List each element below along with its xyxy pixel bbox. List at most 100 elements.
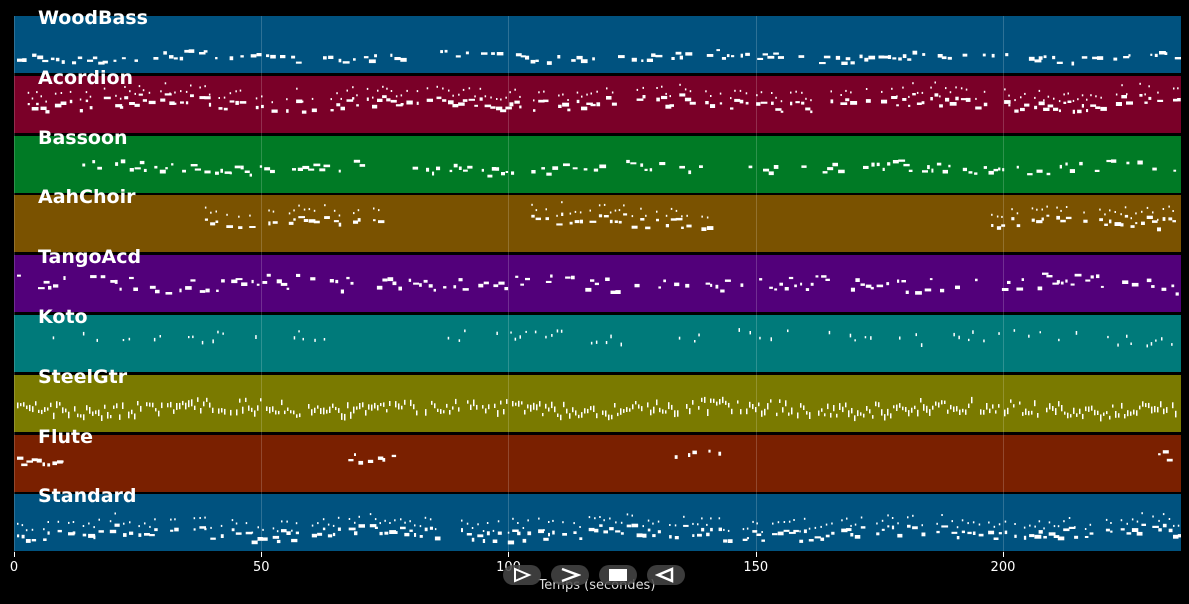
note <box>1148 85 1150 88</box>
note <box>584 408 586 414</box>
note <box>510 331 512 334</box>
track-aahchoir[interactable] <box>14 195 1181 252</box>
note <box>752 530 758 533</box>
note <box>705 101 709 105</box>
track-bassoon[interactable] <box>14 136 1181 193</box>
note <box>580 59 588 64</box>
note <box>423 279 428 283</box>
note <box>671 404 673 410</box>
note <box>631 215 634 218</box>
track-flute[interactable] <box>14 435 1181 492</box>
note <box>95 410 97 415</box>
stop-button[interactable] <box>599 565 637 585</box>
note <box>174 518 176 521</box>
note <box>313 220 320 224</box>
note <box>515 53 522 57</box>
note <box>567 108 571 112</box>
track-standard[interactable] <box>14 494 1181 551</box>
note <box>1031 410 1033 415</box>
track-acordion[interactable] <box>14 76 1181 133</box>
note <box>429 518 432 521</box>
note <box>965 88 968 91</box>
note <box>241 282 248 286</box>
note <box>916 102 922 105</box>
note <box>281 399 283 406</box>
note <box>1022 412 1024 416</box>
note <box>482 530 485 532</box>
note <box>788 412 790 416</box>
note <box>179 288 182 293</box>
forward-button[interactable] <box>551 565 589 585</box>
note <box>780 110 784 113</box>
note <box>220 168 223 173</box>
note <box>101 415 103 421</box>
note <box>562 533 567 536</box>
note <box>1141 512 1143 515</box>
note <box>41 409 43 415</box>
note <box>810 99 812 102</box>
note <box>596 90 598 93</box>
note <box>1052 406 1054 411</box>
x-tick-mark <box>1002 552 1004 557</box>
rewind-button[interactable] <box>647 565 685 585</box>
note <box>772 522 774 525</box>
note <box>37 55 44 60</box>
note <box>830 99 834 104</box>
note <box>146 402 148 407</box>
note <box>394 519 396 522</box>
note <box>519 105 522 109</box>
note <box>138 525 140 528</box>
note-pattern <box>17 396 1177 422</box>
note <box>846 528 852 532</box>
note <box>603 215 609 218</box>
note <box>631 523 639 528</box>
play-button[interactable] <box>503 565 541 585</box>
note <box>845 98 850 102</box>
note <box>144 522 146 525</box>
note <box>308 208 311 211</box>
note <box>718 517 721 520</box>
note <box>1155 339 1157 342</box>
note <box>429 526 433 530</box>
note <box>1043 99 1045 102</box>
note <box>496 106 503 111</box>
note <box>517 522 519 524</box>
track-woodbass[interactable] <box>14 16 1181 73</box>
track-tangoacd[interactable] <box>14 255 1181 312</box>
note <box>689 90 692 93</box>
note <box>882 167 885 171</box>
note <box>688 453 691 457</box>
note <box>72 61 77 65</box>
note <box>525 277 530 281</box>
note <box>447 336 450 340</box>
note <box>461 528 463 533</box>
note <box>543 90 545 93</box>
note <box>251 540 258 545</box>
note <box>525 330 527 333</box>
note <box>414 533 417 537</box>
note <box>854 339 856 342</box>
note <box>340 289 344 294</box>
note <box>1034 534 1042 539</box>
note <box>42 59 49 63</box>
note <box>431 400 433 405</box>
note <box>184 49 190 53</box>
note <box>725 400 727 405</box>
note <box>640 207 642 210</box>
note <box>398 403 400 410</box>
note <box>914 405 916 410</box>
note <box>557 413 559 417</box>
track-steelgtr[interactable] <box>14 375 1181 432</box>
note <box>1053 535 1060 538</box>
note <box>1107 335 1109 339</box>
note <box>931 168 934 173</box>
note <box>103 87 106 90</box>
note <box>374 402 376 409</box>
note <box>154 165 158 169</box>
note <box>620 408 622 415</box>
note <box>581 95 583 98</box>
note <box>272 527 275 530</box>
note <box>1058 100 1061 103</box>
track-koto[interactable] <box>14 315 1181 372</box>
note <box>1144 101 1148 104</box>
